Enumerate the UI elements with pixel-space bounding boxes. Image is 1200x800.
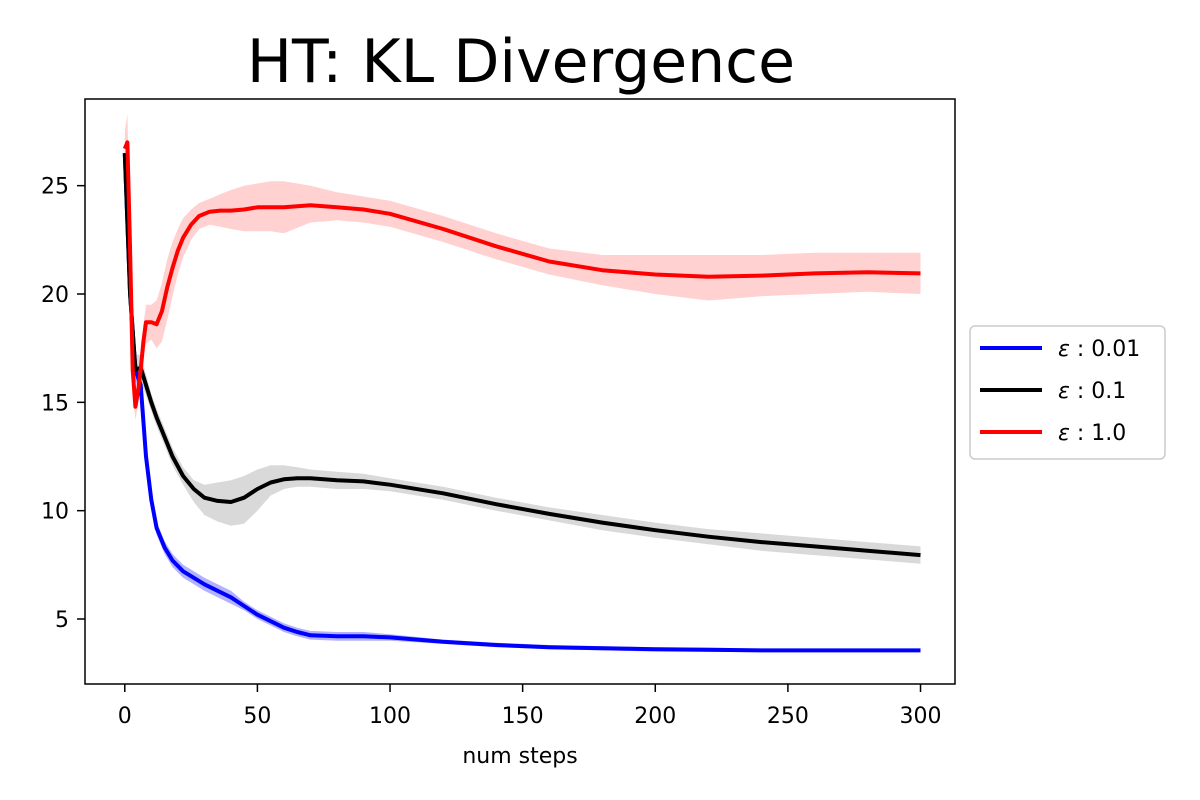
legend-label-eps-1-0: ε : 1.0 [1058,421,1126,446]
band-eps-1-0 [124,114,921,420]
y-tick-label: 25 [41,175,69,200]
confidence-bands [124,114,921,653]
y-tick-label: 15 [41,391,69,416]
legend: ε : 0.01 ε : 0.1 ε : 1.0 [969,325,1166,460]
series-lines [122,140,921,653]
x-tick-label: 200 [634,704,676,729]
x-tick-label: 250 [767,704,809,729]
y-tick-label: 20 [41,283,69,308]
y-axis-ticks: 5 10 15 20 25 [41,175,85,633]
y-tick-label: 10 [41,500,69,525]
x-tick-label: 300 [900,704,942,729]
chart-title: HT: KL Divergence [247,27,795,97]
legend-label-eps-0-1: ε : 0.1 [1058,379,1126,404]
x-tick-label: 150 [502,704,544,729]
legend-frame [969,325,1166,460]
x-axis-label: num steps [462,744,577,769]
line-eps-1-0 [122,140,921,409]
x-tick-label: 50 [243,704,271,729]
line-eps-0-1 [122,153,921,558]
x-tick-label: 100 [369,704,411,729]
x-axis-ticks: 0 50 100 150 200 250 300 [118,684,942,729]
legend-label-eps-0-01: ε : 0.01 [1058,337,1140,362]
y-tick-label: 5 [55,608,69,633]
plot-area-frame [84,98,956,685]
line-eps-0-01 [122,153,921,653]
x-tick-label: 0 [118,704,132,729]
